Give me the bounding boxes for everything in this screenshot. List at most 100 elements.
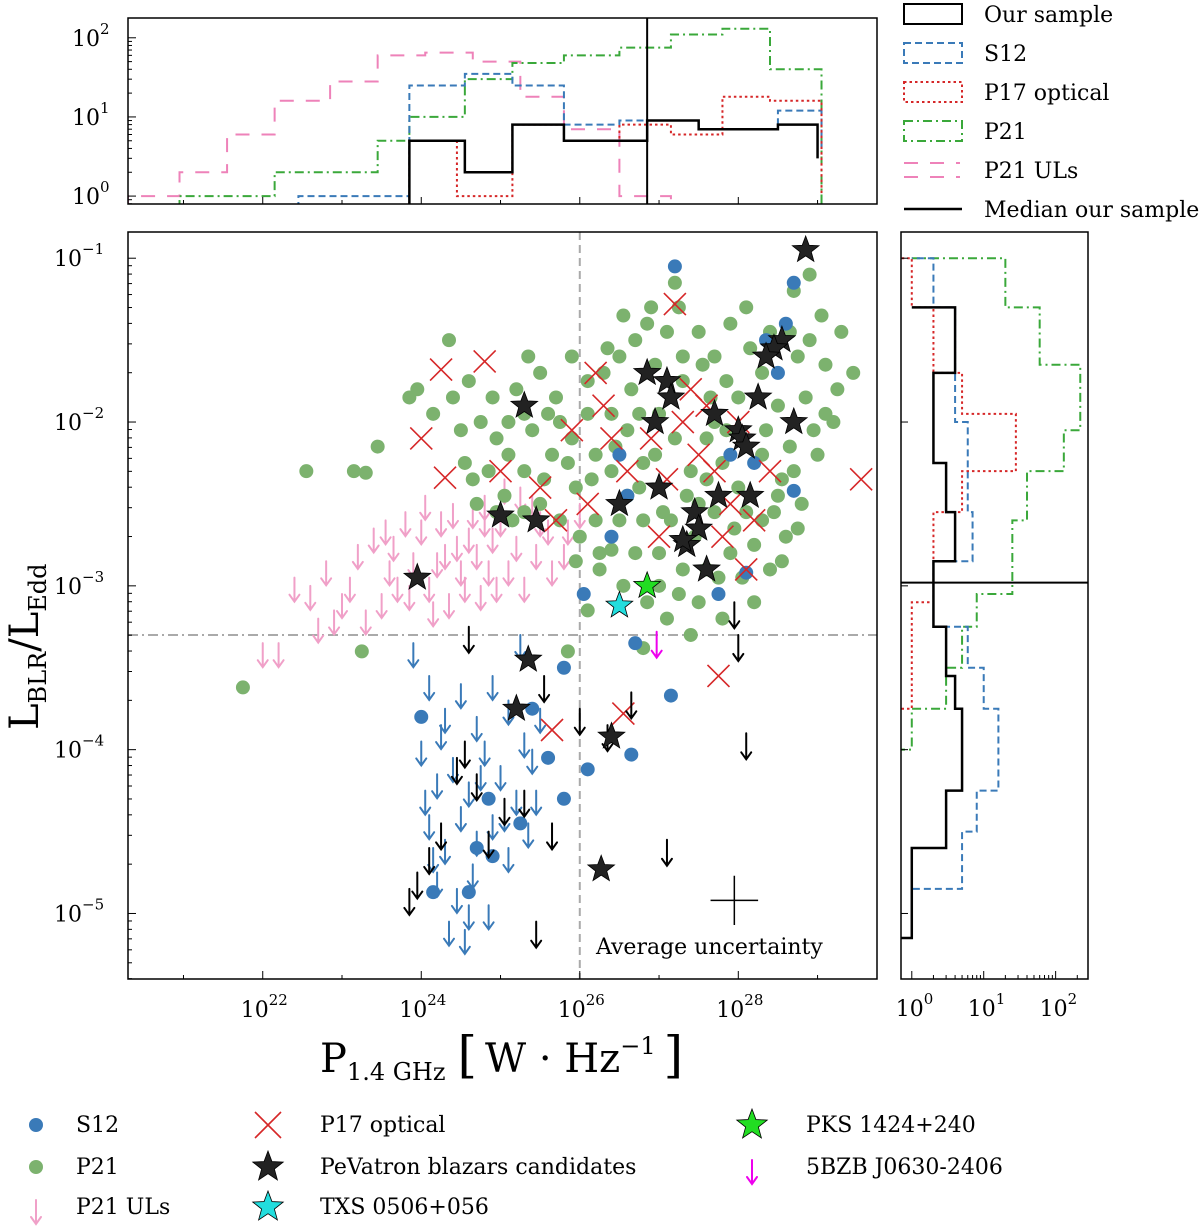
top-hist-s12: [297, 72, 823, 204]
top-y-tick-label: 101: [72, 99, 110, 131]
p17-optical-point: [849, 467, 873, 491]
p21-point: [568, 480, 583, 495]
s12-point: [723, 447, 738, 462]
legend-bottom-label: PKS 1424+240: [806, 1113, 976, 1138]
p17-optical-point: [488, 459, 513, 483]
legend-bottom-label: S12: [76, 1113, 119, 1138]
p21-point: [370, 439, 385, 454]
legend-bottom-swatch: [251, 1189, 285, 1221]
p21-point: [485, 390, 500, 405]
s12-point: [461, 885, 476, 900]
p21-point: [691, 595, 706, 610]
p21-point: [731, 390, 746, 405]
p21-point: [683, 627, 698, 642]
p21-point: [580, 603, 595, 618]
legend-bottom-swatch: [30, 1199, 42, 1226]
s12-point: [525, 701, 540, 716]
p17-optical-point: [742, 508, 766, 532]
pevatron-blazars-candidates-point: [704, 480, 733, 508]
legend-top-swatch: [903, 120, 963, 142]
pevatron-blazars-candidates-point: [501, 693, 531, 721]
legend-top-label: S12: [984, 42, 1027, 67]
main-frame: [127, 231, 878, 980]
s12-uls-point: [462, 904, 475, 932]
pevatron-blazars-candidates-point: [632, 357, 662, 386]
p21-uls-point: [518, 576, 531, 604]
top-y-tick-label: 102: [72, 20, 110, 52]
s12-uls-point: [466, 863, 479, 891]
legend-top-swatch: [903, 42, 963, 64]
sample-uls-point: [462, 625, 475, 655]
right-x-tick-label: 100: [896, 990, 934, 1022]
p21-uls-point: [486, 527, 499, 555]
s12-uls-point: [526, 748, 539, 776]
p17-optical-point: [758, 459, 782, 483]
p21-point: [723, 316, 738, 331]
legend-bottom-label: P17 optical: [320, 1113, 445, 1138]
p21-uls-point: [423, 576, 436, 604]
sample-uls-point: [546, 822, 559, 852]
p21-point: [592, 546, 607, 561]
p21-point: [790, 521, 805, 536]
s12-point: [747, 455, 762, 470]
p21-point: [612, 513, 627, 528]
p21-point: [786, 464, 801, 479]
p21-uls-point: [383, 560, 396, 587]
p21-point: [656, 505, 670, 520]
p21-point: [517, 464, 532, 479]
pevatron-blazars-candidates-point: [605, 488, 634, 517]
p21-uls-point: [399, 511, 412, 538]
p21-point: [533, 365, 548, 380]
pevatron-blazars-candidates-point: [731, 431, 761, 459]
sample-uls-point: [518, 789, 531, 819]
s12-uls-point: [478, 740, 491, 768]
series-s12-uls: [407, 633, 547, 956]
p17-optical-point: [679, 377, 703, 401]
legend-top-label: P21 ULs: [984, 159, 1078, 184]
s12-uls-point: [494, 765, 507, 792]
p21-uls-point: [458, 576, 471, 604]
s12-uls-point: [423, 814, 436, 841]
p21-point: [707, 505, 722, 520]
legend-top-item-s12: S12: [903, 42, 1027, 67]
pevatron-blazars-candidates-point: [680, 496, 710, 525]
y-tick-label: 10−1: [54, 240, 104, 272]
pevatron-blazars-candidates-point: [656, 382, 686, 410]
sample-uls-point: [458, 740, 471, 770]
sample-uls-point: [573, 707, 586, 737]
p21-point: [299, 464, 314, 479]
s12-point: [513, 816, 528, 831]
main-scatter-panel: 1022 1024 1026 1028 10−1 10−2 10−3 10−4 10−5 Ave…: [2, 231, 878, 1086]
main-reference-lines: [128, 232, 877, 979]
p17-optical-point: [615, 459, 639, 483]
p21-uls-point: [403, 584, 416, 612]
p21-point: [790, 349, 805, 364]
p21-point: [755, 365, 770, 380]
s12-uls-point: [534, 707, 547, 735]
p17-optical-point: [710, 525, 735, 549]
p17-optical-point: [599, 426, 624, 450]
legend-bottom-item-pevatron-blazars-candidates: PeVatron blazars candidates: [251, 1149, 636, 1181]
p21-uls-point: [478, 511, 491, 538]
average-uncertainty-cross: [710, 875, 759, 925]
series-s12: [414, 259, 801, 900]
s12-point: [541, 750, 556, 765]
p21-point: [636, 513, 651, 528]
sample-uls-point: [403, 887, 416, 917]
p21-point: [346, 464, 361, 479]
p21-point: [481, 464, 496, 479]
p21-point: [616, 578, 631, 593]
p21-point: [659, 611, 674, 626]
x-tick-label: 1026: [558, 991, 605, 1023]
p21-uls-point: [482, 560, 495, 587]
p21-point: [671, 587, 686, 602]
legend-bottom-label: 5BZB J0630-2406: [806, 1155, 1003, 1180]
s12-point: [576, 587, 591, 602]
s12-uls-point: [486, 674, 499, 702]
s12-point: [663, 688, 678, 703]
p21-point: [770, 398, 785, 413]
p21-point: [659, 324, 674, 339]
p21-point: [707, 349, 722, 364]
s12-uls-point: [462, 781, 475, 809]
p21-point: [719, 374, 734, 389]
